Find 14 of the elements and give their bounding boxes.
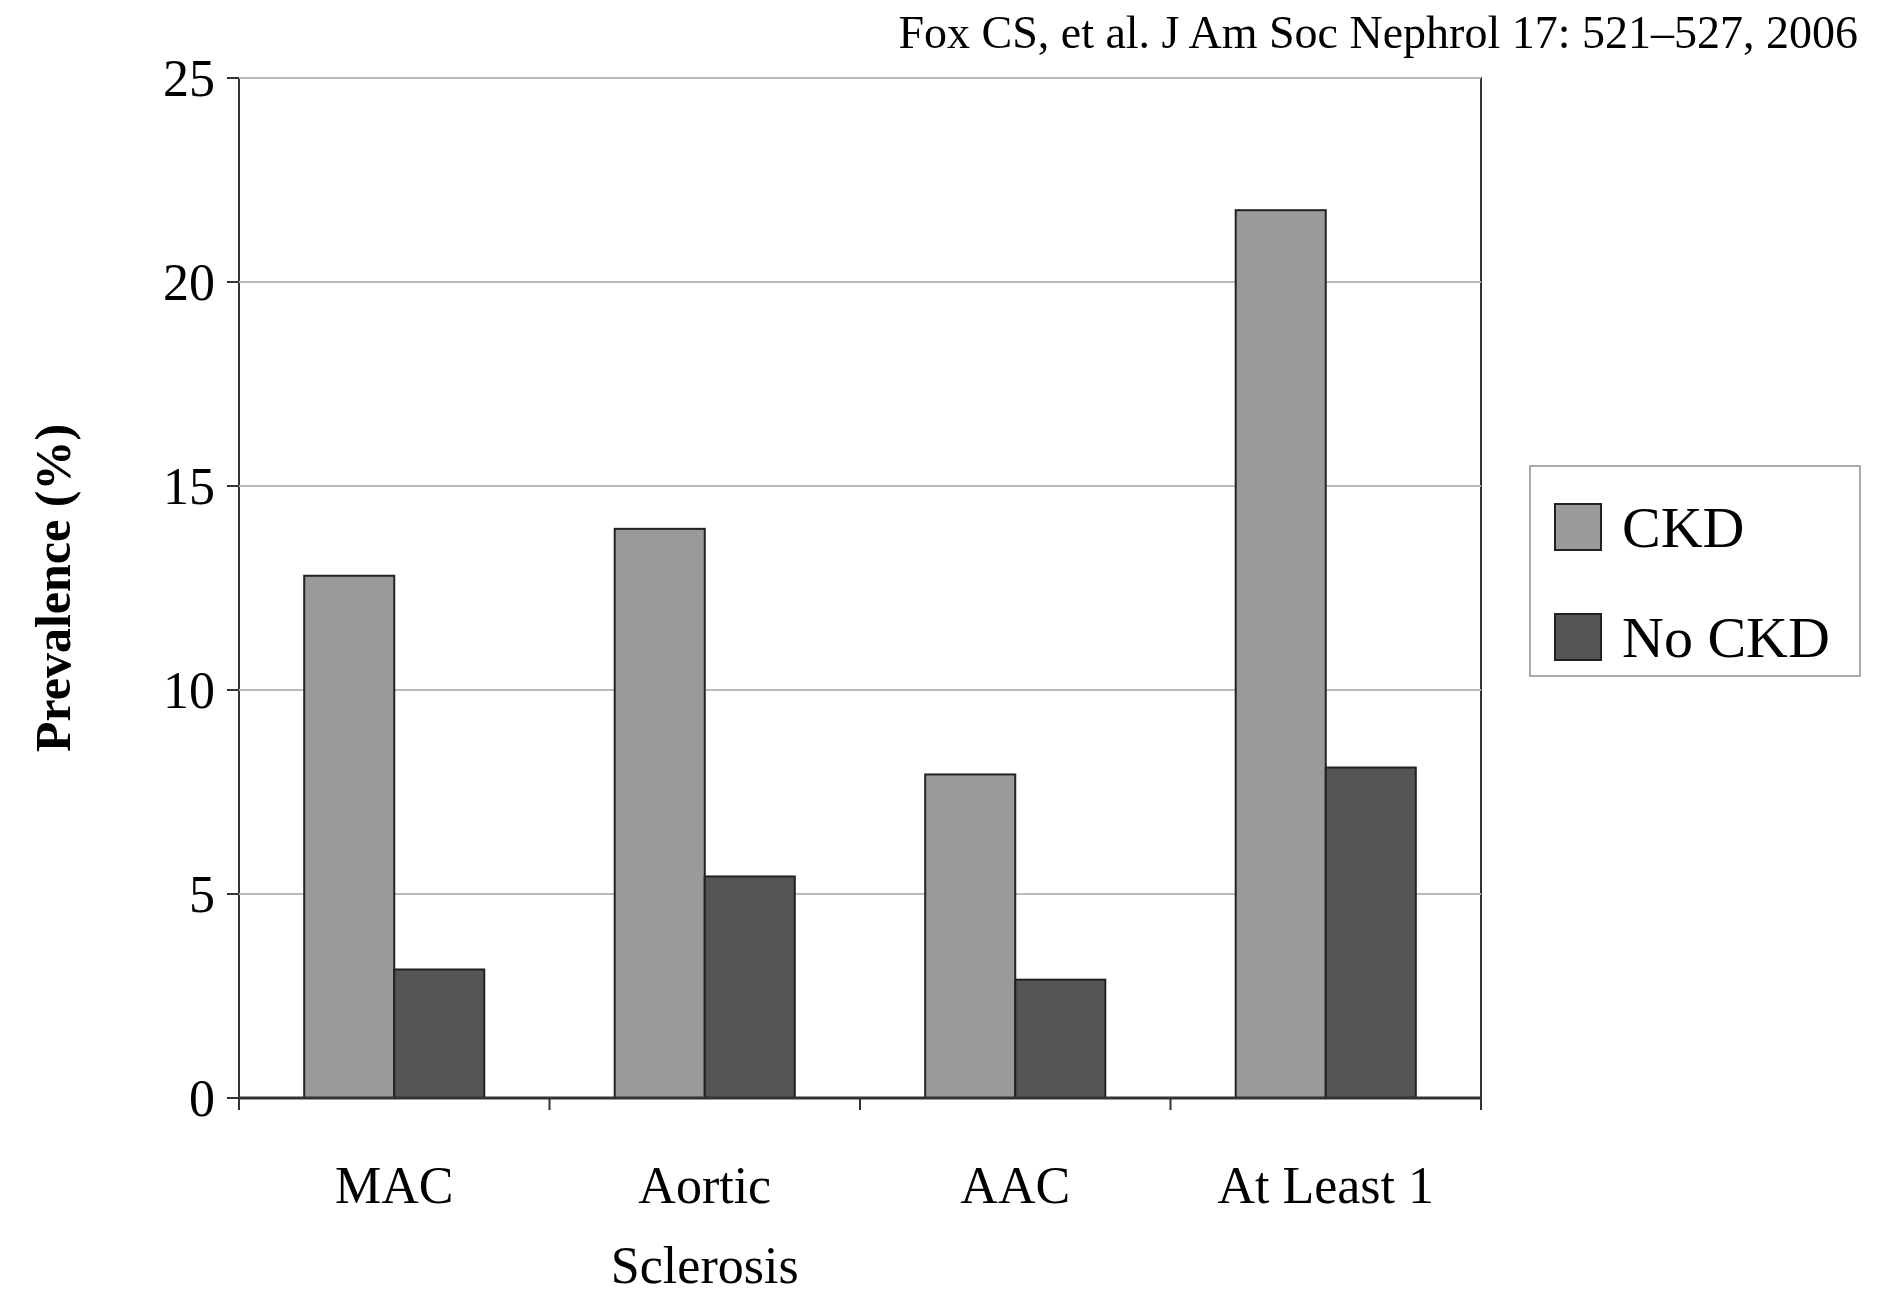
legend-label: CKD — [1622, 495, 1745, 561]
y-tick-label: 20 — [163, 254, 215, 312]
y-tick-label: 25 — [163, 50, 215, 108]
x-tick-label: Aortic Sclerosis — [610, 1157, 799, 1294]
y-axis-title: Prevalence (%) — [25, 423, 81, 753]
y-tick-label: 15 — [163, 458, 215, 516]
legend-label: No CKD — [1622, 605, 1830, 671]
x-tick-label: AAC — [960, 1157, 1071, 1214]
x-tick-label: MAC — [335, 1157, 454, 1214]
x-tick-label: At Least 1 — [1217, 1157, 1435, 1214]
y-tick-label: 10 — [163, 662, 215, 720]
y-tick-label: 5 — [189, 866, 215, 924]
y-tick-label: 0 — [189, 1070, 215, 1128]
text: Fox CS, et al. J Am Soc Nephrol 17: 521–527, 2006 — [898, 7, 1858, 58]
